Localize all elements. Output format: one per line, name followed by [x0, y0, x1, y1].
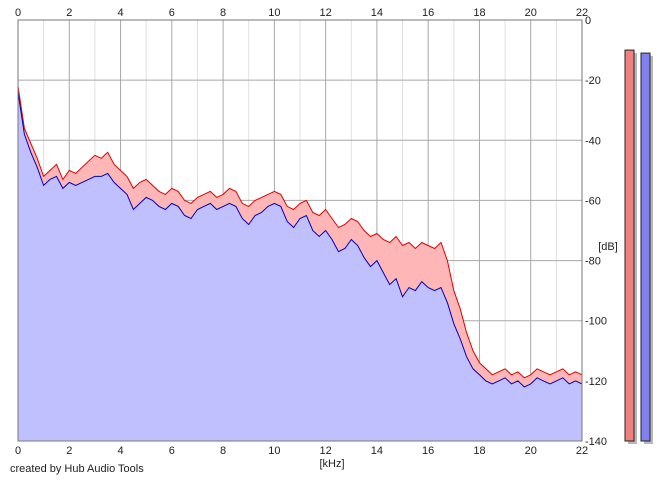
plot-frame	[17, 19, 583, 442]
series-2-area	[18, 92, 582, 441]
x-tick-label-bottom: 4	[117, 445, 123, 457]
x-tick-label-bottom: 0	[15, 445, 21, 457]
x-tick-label-top: 8	[220, 7, 226, 19]
x-tick-label-bottom: 12	[320, 445, 332, 457]
x-tick-label-bottom: 2	[66, 445, 72, 457]
y-tick-label: -80	[585, 256, 601, 268]
x-tick-label-top: 6	[169, 7, 175, 19]
x-tick-label-bottom: 20	[525, 445, 537, 457]
x-tick-label-bottom: 6	[169, 445, 175, 457]
level-meter-bar	[640, 52, 651, 442]
x-tick-label-bottom: 22	[576, 445, 588, 457]
y-tick-label: -140	[585, 436, 607, 448]
x-tick-label-bottom: 10	[268, 445, 280, 457]
x-tick-label-top: 14	[371, 7, 383, 19]
series-1-line	[17, 86, 583, 379]
x-tick-label-top: 18	[473, 7, 485, 19]
y-axis-unit: [dB]	[598, 241, 618, 253]
x-tick-label-top: 2	[66, 7, 72, 19]
credit-text: created by Hub Audio Tools	[10, 463, 144, 475]
y-tick-label: -20	[585, 75, 601, 87]
y-tick-label: 0	[585, 15, 591, 27]
series-layer	[17, 86, 583, 441]
y-tick-label: -120	[585, 376, 607, 388]
x-tick-label-bottom: 18	[473, 445, 485, 457]
x-tick-label-bottom: 16	[422, 445, 434, 457]
level-meters	[624, 49, 653, 444]
x-tick-label-top: 12	[320, 7, 332, 19]
x-tick-label-top: 22	[576, 7, 588, 19]
y-tick-label: -100	[585, 316, 607, 328]
x-tick-label-bottom: 14	[371, 445, 383, 457]
y-tick-label: -60	[585, 195, 601, 207]
tick-labels: 002244668810101212141416161818202022220-…	[15, 7, 607, 457]
y-tick-label: -40	[585, 135, 601, 147]
x-tick-label-bottom: 8	[220, 445, 226, 457]
x-axis-unit: [kHz]	[319, 458, 344, 470]
series-2-line	[17, 92, 583, 388]
x-tick-label-top: 0	[15, 7, 21, 19]
x-tick-label-top: 4	[117, 7, 123, 19]
x-tick-label-top: 16	[422, 7, 434, 19]
x-tick-label-top: 10	[268, 7, 280, 19]
level-meter-bar	[624, 49, 635, 442]
x-tick-label-top: 20	[525, 7, 537, 19]
